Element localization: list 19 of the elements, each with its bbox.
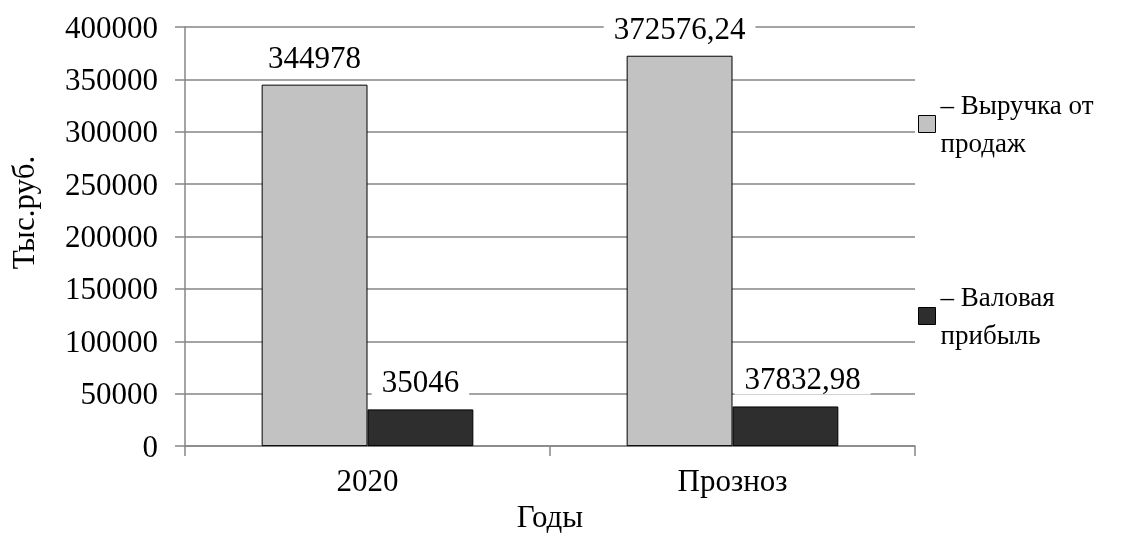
y-tick-label: 250000 xyxy=(65,166,158,202)
legend-label: – Валовая прибыль xyxy=(939,282,1055,350)
y-tick-label: 150000 xyxy=(65,271,158,307)
x-tick-label: Прозноз xyxy=(677,463,788,499)
y-tick-label: 300000 xyxy=(65,114,158,150)
legend-label: – Выручка от продаж xyxy=(939,90,1094,158)
y-tick-label: 400000 xyxy=(65,9,158,45)
y-tick-label: 350000 xyxy=(65,61,158,97)
data-label: 35046 xyxy=(381,364,460,400)
data-label: 37832,98 xyxy=(744,361,861,397)
y-tick-label: 50000 xyxy=(80,376,158,412)
y-tick-label: 100000 xyxy=(65,323,158,359)
y-tick-label: 0 xyxy=(142,428,158,464)
x-axis-title: Годы xyxy=(516,499,584,534)
data-label: 344978 xyxy=(268,39,362,75)
x-tick-label: 2020 xyxy=(336,463,399,499)
y-axis-title: Тыс.руб. xyxy=(6,155,41,270)
data-label: 372576,24 xyxy=(613,10,746,46)
y-tick-label: 200000 xyxy=(65,219,158,255)
